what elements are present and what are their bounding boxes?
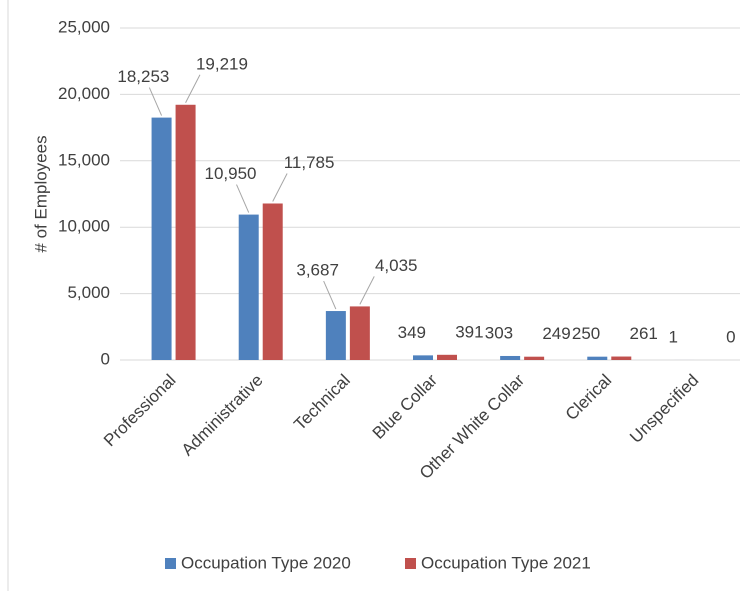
- data-label: 0: [726, 327, 735, 346]
- x-tick-label: Unspecified: [626, 371, 702, 447]
- bar: [238, 214, 259, 360]
- leader-line: [323, 280, 337, 310]
- data-label: 249: [542, 324, 570, 343]
- bar: [587, 356, 608, 360]
- legend-label: Occupation Type 2020: [181, 553, 351, 572]
- leader-line: [236, 184, 250, 213]
- x-tick-label: Technical: [290, 371, 354, 435]
- bar: [349, 306, 370, 360]
- y-tick-label: 5,000: [67, 283, 110, 302]
- legend-swatch: [165, 558, 176, 569]
- legend-swatch: [405, 558, 416, 569]
- y-tick-label: 10,000: [58, 217, 110, 236]
- bar: [151, 117, 172, 360]
- y-axis-label: # of Employees: [31, 135, 50, 252]
- leader-line: [185, 74, 201, 104]
- x-tick-label: Administrative: [178, 371, 267, 460]
- data-label: 11,785: [284, 153, 335, 172]
- data-label: 3,687: [296, 261, 339, 280]
- x-tick-label: Professional: [100, 371, 180, 451]
- x-tick-label: Clerical: [562, 371, 616, 425]
- legend-label: Occupation Type 2021: [421, 553, 591, 572]
- data-label: 4,035: [375, 256, 418, 275]
- leader-line: [148, 87, 163, 116]
- data-label: 19,219: [196, 54, 248, 73]
- data-label: 1: [668, 327, 677, 346]
- data-label: 349: [398, 323, 426, 342]
- bar: [413, 355, 433, 360]
- y-tick-label: 25,000: [58, 17, 110, 36]
- y-tick-label: 20,000: [58, 84, 110, 103]
- y-tick-label: 15,000: [58, 150, 110, 169]
- bar: [500, 355, 521, 360]
- bar: [524, 356, 545, 360]
- data-label: 10,950: [205, 164, 257, 183]
- data-label: 391: [455, 322, 483, 341]
- y-tick-label: 0: [101, 349, 110, 368]
- data-label: 18,253: [117, 67, 169, 86]
- x-tick-label: Blue Collar: [369, 370, 441, 442]
- bar: [262, 203, 283, 360]
- data-label: 303: [485, 323, 513, 342]
- data-label: 261: [629, 324, 657, 343]
- leader-line: [359, 276, 375, 305]
- bar: [611, 356, 632, 360]
- bar: [325, 311, 346, 360]
- data-label: 250: [572, 324, 600, 343]
- bar: [175, 104, 196, 360]
- bar: [437, 354, 457, 360]
- leader-line: [272, 173, 288, 202]
